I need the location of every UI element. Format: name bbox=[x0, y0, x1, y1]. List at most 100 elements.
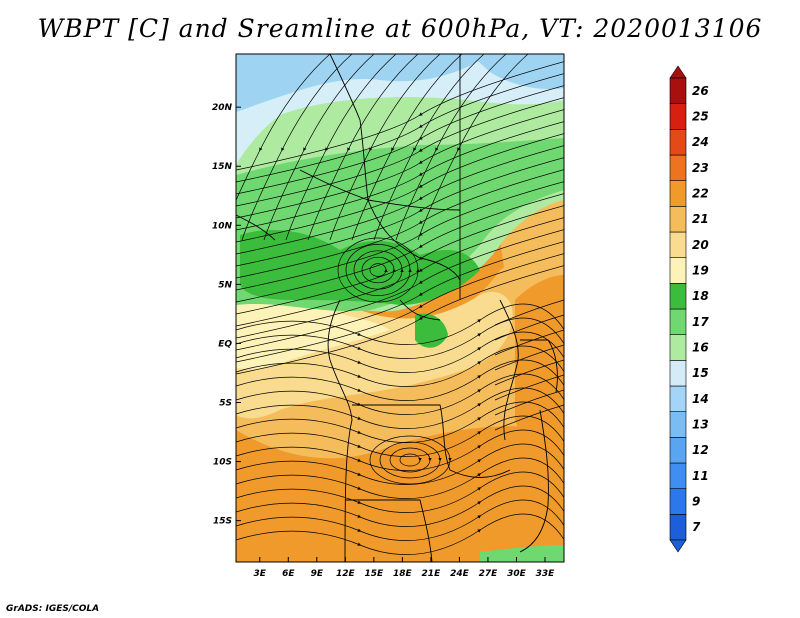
streamline bbox=[236, 229, 564, 339]
streamline bbox=[395, 54, 507, 241]
streamline bbox=[236, 193, 564, 303]
colorbar-label: 19 bbox=[692, 264, 709, 278]
colorbar-segment bbox=[669, 129, 687, 156]
colorbar-segment bbox=[669, 462, 687, 489]
plot-frame bbox=[235, 53, 565, 563]
colorbar-label: 7 bbox=[692, 520, 701, 534]
streamline bbox=[494, 314, 564, 341]
colorbar-label: 9 bbox=[692, 495, 700, 509]
blue-zone bbox=[236, 54, 490, 112]
border-line bbox=[519, 409, 549, 553]
streamline bbox=[236, 73, 564, 183]
streamline bbox=[236, 121, 564, 231]
streamline bbox=[307, 54, 419, 241]
colorbar-bottom-arrow bbox=[669, 539, 687, 553]
colorbar-segment bbox=[669, 488, 687, 515]
y-tick-label: EQ bbox=[218, 339, 232, 349]
dark-green-zone bbox=[240, 230, 480, 305]
colorbar-segment bbox=[669, 231, 687, 258]
streamline bbox=[236, 97, 564, 207]
streamline bbox=[236, 109, 564, 219]
x-axis: 3E 6E 9E 12E 15E 18E 21E 24E 27E 30E 33E bbox=[254, 557, 555, 579]
streamline bbox=[494, 344, 564, 371]
streamline bbox=[236, 217, 564, 327]
colorbar-label: 13 bbox=[692, 418, 709, 432]
streamline bbox=[494, 359, 564, 386]
streamline bbox=[494, 404, 564, 431]
map-title: WBPT [C] and Sreamline at 600hPa, VT: 20… bbox=[37, 14, 763, 43]
streamline bbox=[263, 54, 375, 241]
y-tick-label: 15N bbox=[212, 162, 233, 172]
colorbar-label: 24 bbox=[692, 135, 709, 149]
streamline bbox=[337, 237, 420, 303]
border-line bbox=[344, 419, 353, 562]
x-tick-label: 12E bbox=[336, 569, 356, 579]
streamline bbox=[399, 453, 422, 467]
streamline bbox=[345, 244, 412, 296]
streamline bbox=[369, 435, 452, 485]
streamline bbox=[373, 54, 485, 241]
colorbar-label: 15 bbox=[692, 366, 709, 380]
streamline bbox=[236, 169, 564, 279]
x-tick-label: 9E bbox=[311, 569, 324, 579]
x-tick-label: 24E bbox=[450, 569, 470, 579]
colorbar-segment bbox=[669, 334, 687, 361]
y-tick-label: 10S bbox=[213, 458, 232, 468]
colorbar-segment bbox=[669, 103, 687, 130]
colorbar-label: 16 bbox=[692, 341, 709, 355]
streamline bbox=[329, 54, 441, 241]
x-tick-label: 6E bbox=[282, 569, 295, 579]
streamline bbox=[351, 54, 463, 241]
streamline bbox=[236, 145, 564, 255]
colorbar-segment bbox=[669, 385, 687, 412]
streamline bbox=[236, 133, 564, 243]
y-tick-label: 5S bbox=[219, 399, 232, 409]
colorbar-segment bbox=[669, 154, 687, 181]
streamline bbox=[236, 253, 564, 363]
border-line bbox=[327, 299, 353, 421]
streamline bbox=[361, 256, 396, 284]
streamline bbox=[369, 263, 388, 277]
colorbar-label: 25 bbox=[692, 110, 709, 124]
streamline bbox=[494, 374, 564, 401]
y-axis: 20N 15N 10N 5N EQ 5S 10S 15S bbox=[212, 103, 241, 527]
colorbar: 7 9 11 12 13 14 15 16 17 18 19 20 21 22 23 24 25 26 bbox=[669, 65, 709, 553]
x-tick-label: 30E bbox=[507, 569, 527, 579]
colorbar-top-arrow bbox=[669, 65, 687, 79]
y-tick-label: 10N bbox=[212, 221, 233, 231]
y-tick-label: 15S bbox=[213, 517, 232, 527]
colorbar-segment bbox=[669, 206, 687, 233]
colorbar-segment bbox=[669, 360, 687, 387]
wbpt-shading bbox=[236, 54, 564, 562]
y-tick-label: 20N bbox=[212, 103, 233, 113]
colorbar-label: 11 bbox=[692, 469, 709, 483]
streamline bbox=[236, 205, 564, 315]
x-tick-label: 27E bbox=[479, 569, 499, 579]
streamline bbox=[236, 157, 564, 267]
streamline bbox=[236, 54, 331, 202]
colorbar-segment bbox=[669, 180, 687, 207]
deep-orange-east bbox=[515, 275, 564, 470]
colorbar-label: 12 bbox=[692, 443, 709, 457]
colorbar-label: 23 bbox=[692, 161, 709, 175]
border-line bbox=[329, 54, 369, 201]
colorbar-label: 14 bbox=[692, 392, 709, 406]
colorbar-segment bbox=[669, 283, 687, 310]
y-tick-label: 5N bbox=[218, 280, 232, 290]
colorbar-segment bbox=[669, 257, 687, 284]
green-sw-patch bbox=[480, 545, 564, 562]
grads-credit: GrADS: IGES/COLA bbox=[6, 604, 100, 614]
colorbar-segment bbox=[669, 77, 687, 104]
colorbar-label: 20 bbox=[692, 238, 709, 252]
streamline bbox=[379, 441, 442, 479]
streamline bbox=[389, 447, 432, 473]
colorbar-label: 18 bbox=[692, 289, 709, 303]
colorbar-segment bbox=[669, 308, 687, 335]
colorbar-label: 17 bbox=[692, 315, 709, 329]
x-tick-label: 18E bbox=[393, 569, 413, 579]
streamline bbox=[417, 54, 529, 241]
streamline bbox=[494, 299, 564, 326]
orange-east-tongue bbox=[500, 195, 564, 300]
streamline bbox=[494, 389, 564, 416]
